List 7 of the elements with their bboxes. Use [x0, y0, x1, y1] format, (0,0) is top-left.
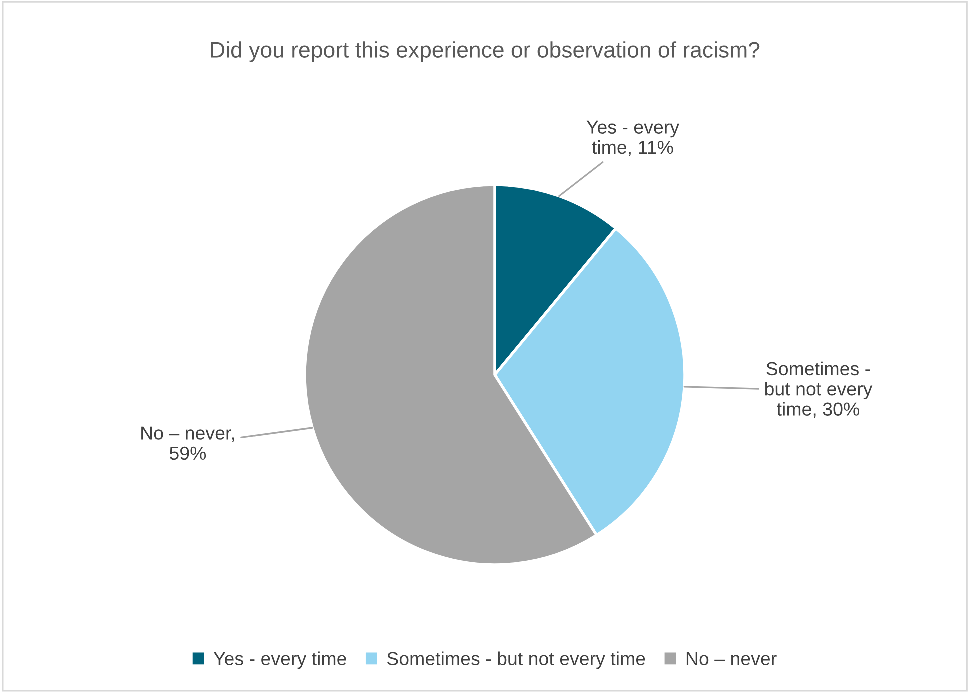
data-label: No – never, 59%	[142, 426, 234, 460]
chart-title: Did you report this experience or observation of racism?	[211, 42, 760, 62]
data-label: Sometimes - but not every time, 30%	[765, 362, 873, 418]
legend-label: No – never	[686, 652, 777, 666]
legend-label: Sometimes - but not every time	[387, 652, 646, 670]
legend-label: Yes - every time	[214, 652, 346, 670]
data-label: Yes - every time, 11%	[586, 120, 680, 156]
